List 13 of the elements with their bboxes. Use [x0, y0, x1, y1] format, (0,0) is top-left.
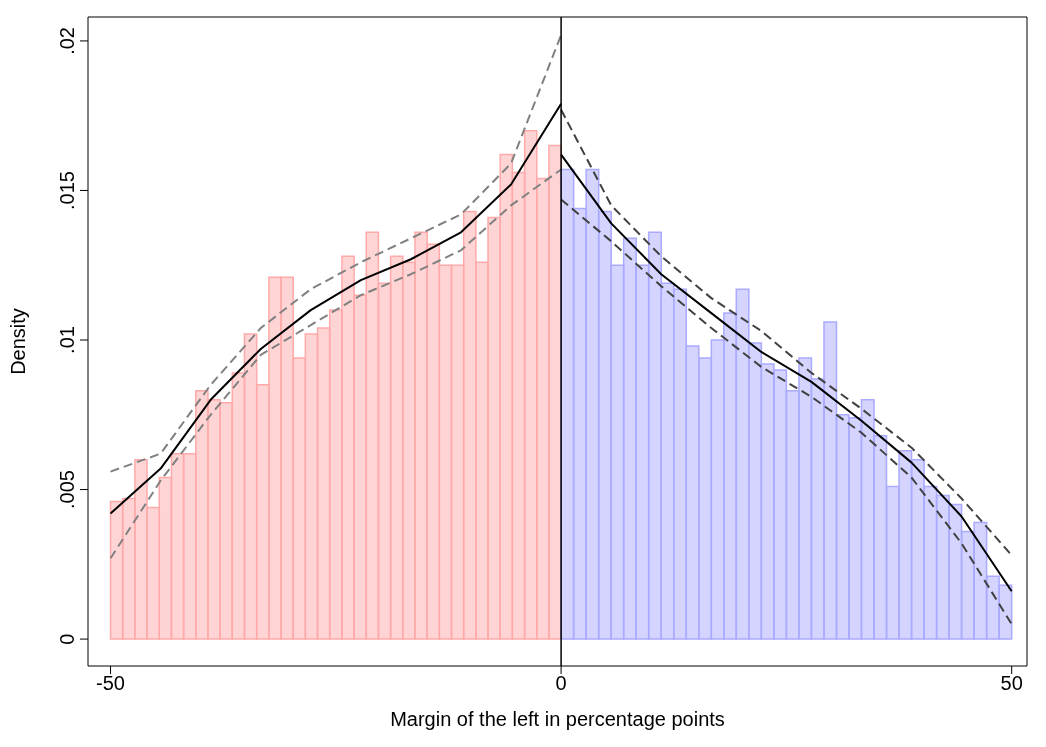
x-tick-label: -50 [96, 672, 125, 695]
y-tick-label: .005 [56, 470, 78, 510]
line-series [560, 198, 1013, 626]
x-axis-title: Margin of the left in percentage points [390, 708, 725, 730]
line-series [109, 168, 563, 560]
y-tick-label: .015 [56, 171, 78, 210]
x-tick-label: 0 [555, 672, 567, 695]
y-tick-label: .02 [56, 27, 78, 55]
y-tick-label: .01 [56, 326, 78, 354]
y-axis-title: Density [7, 308, 30, 375]
line-series [109, 33, 563, 473]
x-tick-label: 50 [1000, 672, 1023, 695]
y-tick-label: 0 [56, 633, 78, 645]
